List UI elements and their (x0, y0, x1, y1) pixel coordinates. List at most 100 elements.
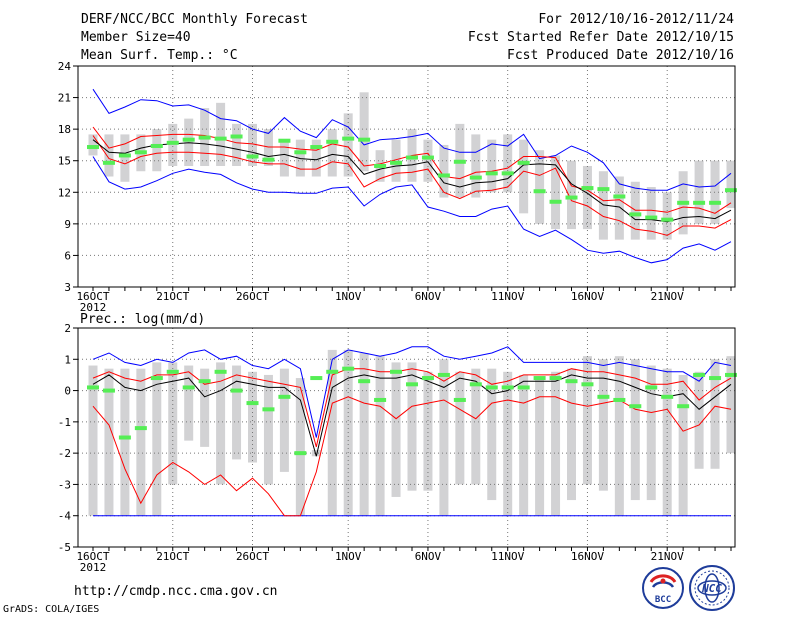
observed-marker (374, 163, 387, 168)
ensemble-range-bar (519, 139, 529, 214)
y-tick-label: -3 (58, 478, 71, 491)
observed-marker (613, 194, 626, 199)
inner-lower-line (92, 135, 732, 236)
ensemble-range-bar (359, 353, 369, 516)
ensemble-range-bar (343, 113, 353, 177)
observed-marker (549, 376, 562, 381)
observed-marker (246, 401, 259, 406)
observed-marker (342, 366, 355, 371)
x-tick-label: 16NOV (571, 550, 604, 563)
ensemble-range-bar (567, 160, 576, 230)
observed-marker (326, 369, 339, 374)
ensemble-range-bar (263, 374, 273, 485)
observed-marker (246, 154, 259, 159)
outer-upper-line (92, 88, 732, 191)
observed-marker (437, 372, 450, 377)
observed-marker (533, 189, 546, 194)
x-tick-label: 11NOV (491, 550, 524, 563)
ensemble-range-bar (614, 356, 624, 516)
ensemble-range-bar (327, 349, 337, 516)
ensemble-range-bar (407, 362, 417, 491)
ensemble-range-bar (295, 378, 305, 516)
observed-marker (294, 150, 307, 155)
ensemble-range-bar (726, 160, 736, 209)
observed-marker (501, 385, 514, 390)
ensemble-range-bar (216, 102, 226, 166)
ensemble-range-bar (551, 371, 561, 516)
observed-marker (374, 397, 387, 402)
forecast-period: For 2012/10/16-2012/11/24 (538, 12, 734, 27)
ensemble-range-bar (120, 368, 130, 516)
ensemble-range-bar (263, 129, 273, 166)
observed-marker (549, 199, 562, 204)
ensemble-range-bar (88, 365, 98, 516)
observed-marker (485, 171, 498, 176)
observed-marker (469, 382, 482, 387)
observed-marker (517, 160, 530, 165)
ensemble-range-bar (678, 374, 688, 516)
x-tick-label: 1NOV (335, 550, 362, 563)
ensemble-range-bar (216, 362, 226, 485)
ensemble-range-bar (551, 155, 561, 230)
x-tick-label: 26OCT (236, 550, 269, 563)
ensemble-range-bar (614, 176, 624, 240)
observed-marker (87, 385, 99, 390)
ensemble-range-bar (232, 365, 242, 460)
x-tick-label: 11NOV (491, 290, 524, 303)
observed-marker (358, 379, 371, 384)
x-tick-label: 16OCT (76, 290, 109, 303)
started-refer-date: Fcst Started Refer Date 2012/10/15 (467, 30, 734, 45)
ensemble-range-bar (152, 362, 162, 516)
observed-marker (230, 134, 243, 139)
observed-marker (565, 379, 578, 384)
ensemble-range-bar (88, 134, 98, 156)
ensemble-range-bar (168, 362, 178, 485)
ensemble-range-bar (710, 359, 720, 469)
observed-marker (182, 137, 195, 142)
ensemble-mean-line (92, 139, 732, 223)
observed-marker (485, 385, 498, 390)
ensemble-range-bar (630, 181, 640, 240)
ensemble-range-bar (311, 450, 321, 457)
observed-marker (294, 451, 307, 456)
x-tick-label: 21OCT (156, 290, 189, 303)
observed-marker (453, 159, 466, 164)
ncc-logo: NCC (689, 565, 735, 611)
ensemble-range-bar (184, 365, 194, 441)
ensemble-range-bar (439, 359, 449, 516)
ensemble-range-bar (423, 371, 433, 491)
ensemble-range-bar (439, 144, 449, 198)
ensemble-range-bar (646, 365, 656, 501)
observed-marker (166, 140, 179, 145)
observed-marker (629, 404, 642, 409)
x-tick-label: 21NOV (651, 290, 684, 303)
ensemble-range-bar (327, 129, 337, 177)
y-tick-label: 15 (58, 155, 71, 168)
ensemble-mean-line (92, 374, 732, 457)
x-tick-label: 16NOV (571, 290, 604, 303)
ensemble-range-bar (519, 374, 529, 516)
observed-marker (581, 186, 594, 191)
inner-lower-line (92, 396, 732, 517)
chart-title: DERF/NCC/BCC Monthly Forecast (81, 12, 308, 27)
observed-marker (278, 138, 291, 143)
ensemble-range-bar (375, 356, 385, 516)
ensemble-range-bar (104, 134, 114, 177)
observed-marker (709, 376, 722, 381)
observed-marker (198, 379, 211, 384)
ensemble-range-bar (248, 123, 257, 166)
y-tick-label: 24 (58, 60, 72, 73)
source-url[interactable]: http://cmdp.ncc.cma.gov.cn (74, 584, 278, 599)
plot-frame (77, 65, 736, 288)
ensemble-range-bar (726, 356, 736, 454)
plot-frame (77, 327, 736, 548)
observed-marker (102, 388, 115, 393)
observed-marker (150, 143, 163, 148)
ensemble-range-bar (694, 371, 704, 469)
x-tick-sublabel: 2012 (80, 301, 107, 314)
outer-upper-line (92, 346, 732, 438)
observed-marker (150, 376, 163, 381)
ncc-logo-text: NCC (701, 582, 722, 595)
